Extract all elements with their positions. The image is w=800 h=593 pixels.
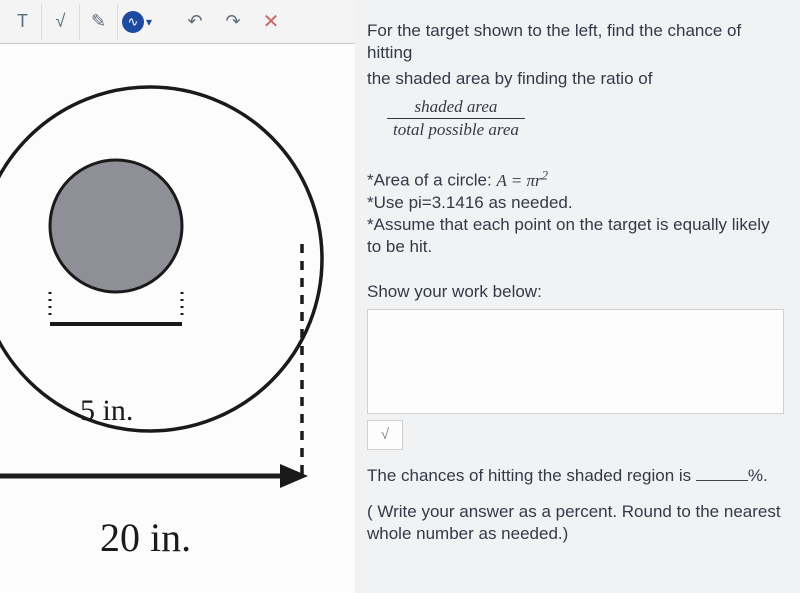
close-icon: ✕: [263, 9, 280, 34]
undo-icon: ↶: [187, 11, 202, 32]
dropdown-caret-icon: ▾: [146, 15, 152, 29]
redo-button[interactable]: ↷: [214, 4, 252, 40]
sqrt-tool-button[interactable]: √: [42, 4, 80, 40]
close-drawing-button[interactable]: ✕: [252, 4, 290, 40]
redo-icon: ↷: [225, 11, 240, 32]
show-work-label: Show your work below:: [367, 281, 784, 303]
equation-editor-button[interactable]: √: [367, 420, 403, 450]
sqrt-tool-icon: √: [56, 11, 66, 32]
note-area-formula: *Area of a circle: A = πr2: [367, 167, 784, 192]
curve-tool-icon: ∿: [122, 11, 144, 33]
text-tool-icon: T: [17, 11, 28, 32]
question-notes: *Area of a circle: A = πr2 *Use pi=3.141…: [367, 167, 784, 258]
curve-tool-button[interactable]: ∿ ▾: [118, 4, 156, 40]
prompt-line-1: For the target shown to the left, find t…: [367, 20, 784, 64]
note-assume: *Assume that each point on the target is…: [367, 214, 784, 258]
answer-blank[interactable]: [696, 464, 748, 481]
drawing-canvas[interactable]: 5 in. 20 in.: [0, 44, 355, 593]
answer-sentence: The chances of hitting the shaded region…: [367, 464, 784, 487]
fraction-denominator: total possible area: [387, 119, 525, 141]
eraser-tool-button[interactable]: ✎: [80, 4, 118, 40]
outer-diameter-label: 20 in.: [100, 514, 191, 561]
ratio-fraction: shaded area total possible area: [387, 96, 525, 141]
work-input[interactable]: [367, 309, 784, 414]
inner-circle: [50, 160, 182, 292]
sqrt-icon: √: [381, 425, 389, 445]
inner-diameter-label: 5 in.: [80, 394, 133, 428]
eraser-tool-icon: ✎: [91, 11, 106, 32]
undo-button[interactable]: ↶: [176, 4, 214, 40]
text-tool-button[interactable]: T: [4, 4, 42, 40]
target-diagram: [0, 44, 355, 593]
question-panel: For the target shown to the left, find t…: [355, 0, 800, 593]
fraction-numerator: shaded area: [387, 96, 525, 119]
answer-hint: ( Write your answer as a percent. Round …: [367, 501, 784, 545]
drawing-panel: T √ ✎ ∿ ▾ ↶ ↷ ✕ 5 in. 20 in.: [0, 0, 355, 593]
prompt-line-2: the shaded area by finding the ratio of: [367, 68, 784, 90]
note-pi: *Use pi=3.1416 as needed.: [367, 192, 784, 214]
drawing-toolbar: T √ ✎ ∿ ▾ ↶ ↷ ✕: [0, 0, 355, 44]
outer-dim-arrow-head: [280, 464, 308, 488]
